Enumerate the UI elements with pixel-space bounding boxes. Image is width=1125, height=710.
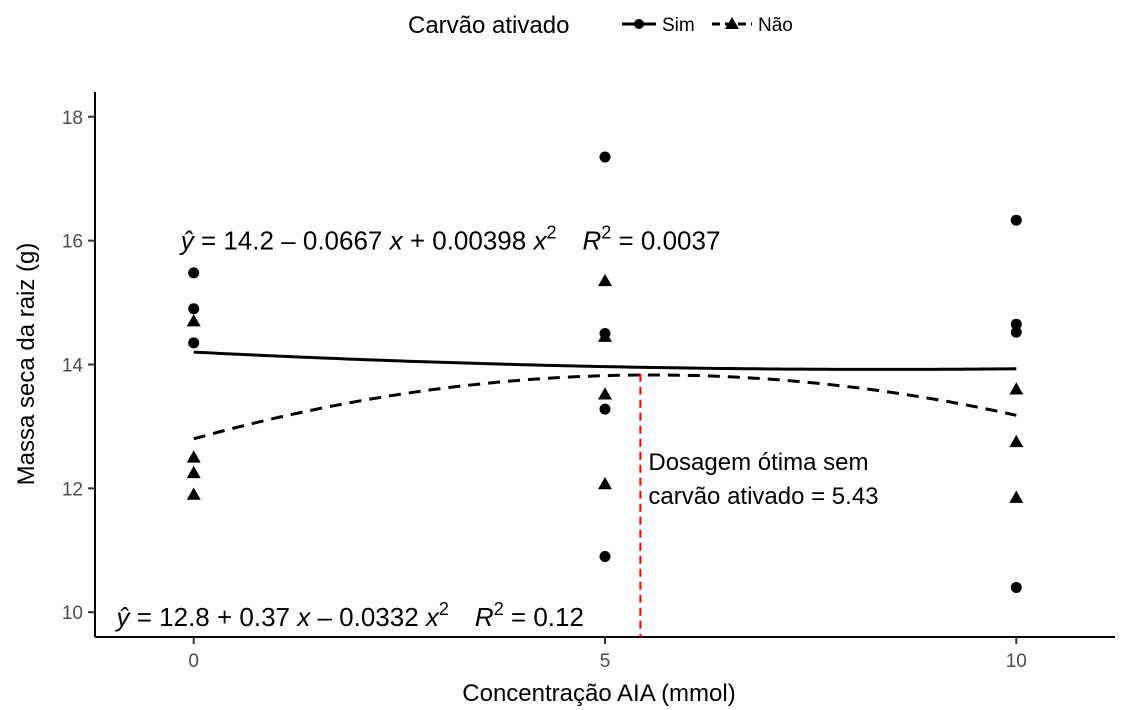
y-tick-label: 12 [62,479,83,500]
fit-curve-nao [193,373,1017,441]
legend-marker-nao [725,17,739,29]
x-tick-label: 5 [600,651,611,672]
point-nao [1009,382,1024,395]
point-nao [186,487,201,500]
point-nao [598,477,612,490]
eq-nao-plus: – 0.0332 [310,602,426,632]
equation-sim-text: ŷ = 14.2 – 0.0667 x + 0.00398 x2 R2 = 0.0… [179,223,721,256]
eq-nao-x2: x [424,602,440,632]
point-nao [186,465,201,479]
eq-sim-sup: 2 [546,223,556,243]
eq-nao-r2-value: = 0.12 [504,602,584,632]
legend-label-nao: Não [758,15,793,36]
legend-label-sim: Sim [662,15,695,36]
point-sim [188,267,200,279]
eq-sim-r2-value: = 0.0037 [611,226,720,256]
eq-nao-x1: x [295,602,311,632]
point-sim [1010,581,1022,593]
y-tick-label: 18 [62,108,83,129]
point-sim [1010,214,1022,226]
eq-sim-r2-sup: 2 [601,223,611,243]
x-tick-label: 0 [188,651,199,672]
point-nao [598,387,612,400]
y-axis-ticks: 10 12 14 16 18 [62,108,95,624]
point-sim [599,403,611,415]
y-tick-label: 16 [62,232,83,253]
yhat-symbol: ŷ [179,226,196,256]
fit-curve-sim [193,350,1017,371]
x-axis-ticks: 0 5 10 [188,637,1027,672]
point-nao [598,329,612,342]
eq-nao-main: = 12.8 + 0.37 [130,602,298,632]
eq-sim-main: = 14.2 – 0.0667 [194,226,390,256]
eq-sim-r2-label: R [582,226,601,256]
point-sim [188,337,200,349]
y-tick-label: 10 [62,603,83,624]
point-sim [599,550,611,562]
point-nao [186,314,201,327]
equation-nao-text: ŷ = 12.8 + 0.37 x – 0.0332 x2 R2 = 0.12 [115,599,584,632]
equation-sim: ŷ = 14.2 – 0.0667 x + 0.00398 x2 R2 = 0.0… [179,223,721,256]
optimum-annotation-line2: carvão ativado = 5.43 [648,483,878,510]
eq-nao-sup: 2 [439,599,449,619]
point-nao [598,273,612,287]
point-sim [188,303,200,315]
point-nao [186,450,201,463]
legend: Carvão ativado Sim Não [408,12,793,39]
optimum-annotation-line1: Dosagem ótima sem [648,449,868,476]
legend-entry-nao: Não [712,15,793,36]
data-points [186,151,1024,593]
x-tick-label: 10 [1006,651,1027,672]
point-sim [599,151,611,163]
equation-nao: ŷ = 12.8 + 0.37 x – 0.0332 x2 R2 = 0.12 [115,599,584,632]
point-sim [1010,318,1022,330]
y-tick-label: 14 [62,356,84,377]
eq-sim-plus: + 0.00398 [403,226,534,256]
yhat-symbol: ŷ [115,602,132,632]
eq-nao-r2-label: R [475,602,494,632]
y-axis-title: Massa seca da raiz (g) [13,243,40,486]
x-axis-title: Concentração AIA (mmol) [462,680,735,707]
eq-sim-x1: x [388,226,404,256]
point-sim [1010,326,1022,338]
point-nao [1009,490,1024,503]
eq-sim-x2: x [531,226,547,256]
legend-entry-sim: Sim [622,15,695,36]
legend-title: Carvão ativado [408,12,569,39]
point-nao [1009,434,1024,448]
eq-nao-r2-sup: 2 [494,599,504,619]
legend-marker-sim [634,19,644,29]
